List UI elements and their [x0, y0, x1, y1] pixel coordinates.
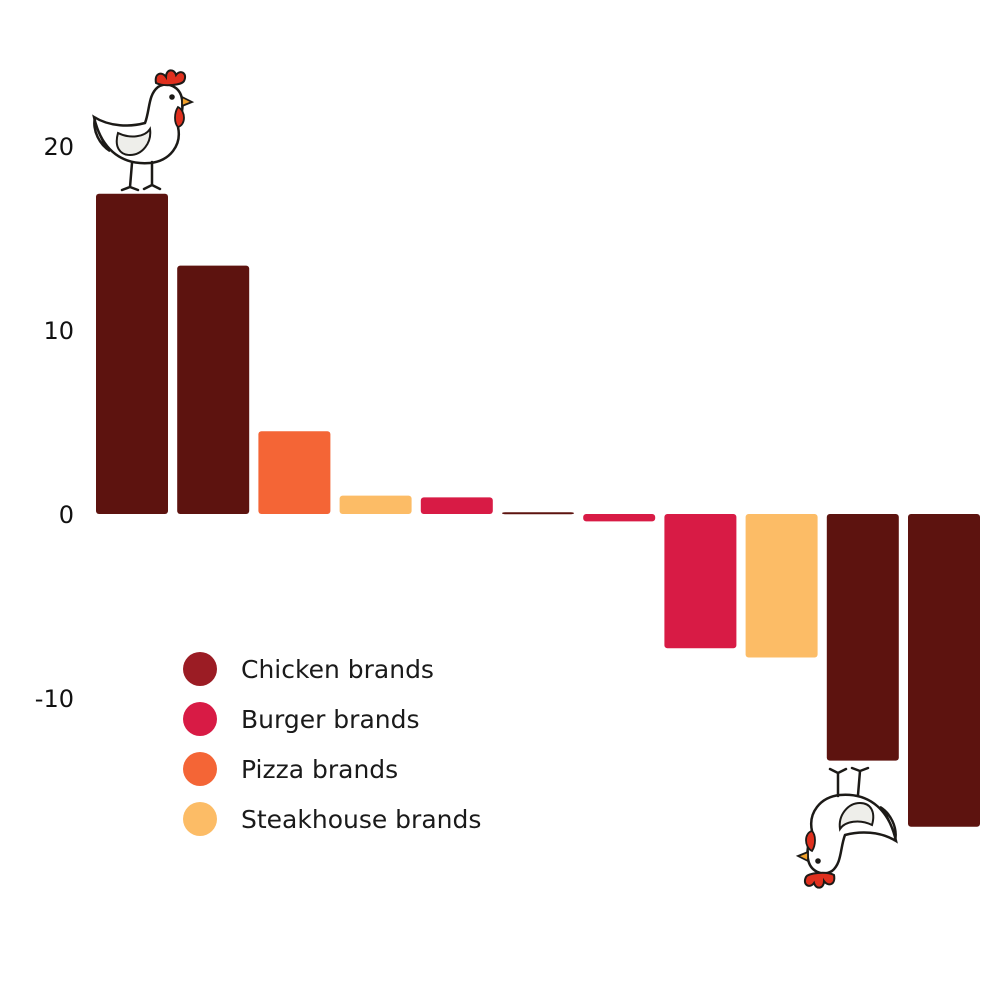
bar-chicken — [908, 514, 980, 827]
legend-swatch-burger — [183, 702, 217, 736]
y-tick-label: -10 — [35, 685, 74, 713]
bar-chicken — [502, 512, 574, 515]
legend-label-chicken: Chicken brands — [241, 655, 434, 684]
bar-chicken — [96, 193, 168, 515]
legend-swatch-chicken — [183, 652, 217, 686]
bar-pizza — [258, 431, 331, 514]
bar-burger — [664, 514, 737, 649]
bar-chicken — [826, 514, 899, 761]
chicken-icon — [92, 69, 195, 192]
y-axis-ticks: 20 10 0 -10 — [35, 133, 74, 713]
bar-burger — [583, 514, 656, 522]
chicken-upside-down-icon — [795, 766, 898, 889]
bar-chicken — [177, 265, 250, 514]
bar-steakhouse — [339, 495, 412, 514]
bar-steakhouse — [745, 514, 818, 658]
y-tick-label: 0 — [59, 501, 74, 529]
legend-swatch-pizza — [183, 752, 217, 786]
bars — [96, 193, 980, 827]
legend: Chicken brands Burger brands Pizza brands S… — [183, 652, 481, 836]
legend-label-burger: Burger brands — [241, 705, 420, 734]
y-tick-label: 10 — [43, 317, 74, 345]
bar-burger — [420, 497, 493, 514]
legend-label-steakhouse: Steakhouse brands — [241, 805, 481, 834]
y-tick-label: 20 — [43, 133, 74, 161]
legend-swatch-steakhouse — [183, 802, 217, 836]
legend-label-pizza: Pizza brands — [241, 755, 398, 784]
